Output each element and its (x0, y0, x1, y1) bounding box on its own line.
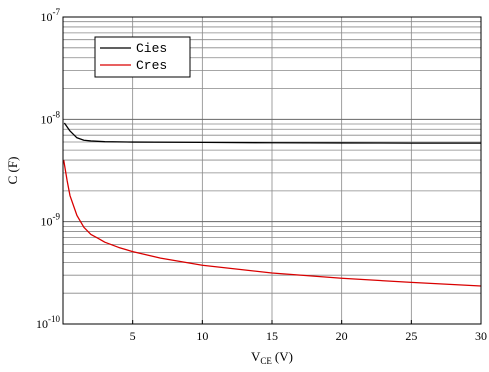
series-line-cres (63, 159, 482, 287)
series-line-cies (63, 122, 482, 144)
y-tick-label: 10-8 (41, 109, 61, 126)
y-axis-ticks: 10-7 10-8 10-9 10-10 (36, 7, 60, 331)
x-axis-ticks: 5 10 15 20 25 30 (130, 320, 487, 343)
x-tick-label: 25 (405, 329, 417, 343)
x-axis-title: VCE (V) (251, 349, 293, 366)
legend-box (94, 36, 191, 78)
x-tick-label: 5 (130, 329, 136, 343)
y-tick-label: 10-9 (41, 212, 61, 229)
grid (63, 17, 481, 324)
legend-label-cres: Cres (136, 58, 167, 73)
y-tick-label: 10-7 (41, 7, 61, 24)
x-tick-label: 15 (266, 329, 278, 343)
legend-label-cies: Cies (136, 41, 167, 56)
legend: Cies Cres (94, 36, 191, 78)
y-axis-title: C (F) (5, 157, 20, 185)
series-lines (63, 122, 482, 287)
x-tick-label: 30 (475, 329, 487, 343)
x-tick-label: 20 (336, 329, 348, 343)
y-tick-label: 10-10 (36, 314, 60, 331)
x-tick-label: 10 (196, 329, 208, 343)
